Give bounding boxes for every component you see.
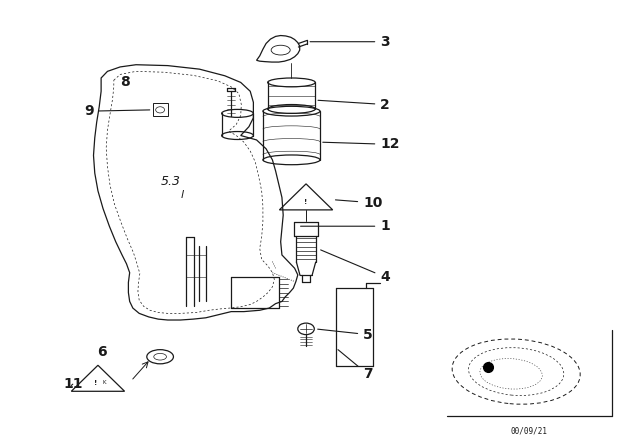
Text: 8: 8 <box>120 75 130 90</box>
Text: 3: 3 <box>310 34 390 49</box>
Text: 5.3: 5.3 <box>161 176 181 189</box>
Text: 2: 2 <box>318 98 390 112</box>
Text: K: K <box>102 380 106 385</box>
Text: 1: 1 <box>301 219 390 233</box>
Text: 7: 7 <box>338 349 372 381</box>
Text: 00/09/21: 00/09/21 <box>511 426 548 435</box>
Bar <box>152 103 168 116</box>
Text: 6: 6 <box>97 345 106 359</box>
Text: 11: 11 <box>63 377 83 391</box>
Text: 10: 10 <box>335 196 383 210</box>
Text: l: l <box>180 190 184 200</box>
Text: !: ! <box>305 199 308 205</box>
Text: 5: 5 <box>317 327 373 342</box>
Text: 9: 9 <box>84 104 150 118</box>
Text: !: ! <box>94 380 97 386</box>
Text: 4: 4 <box>321 250 390 284</box>
Text: 12: 12 <box>323 138 400 151</box>
